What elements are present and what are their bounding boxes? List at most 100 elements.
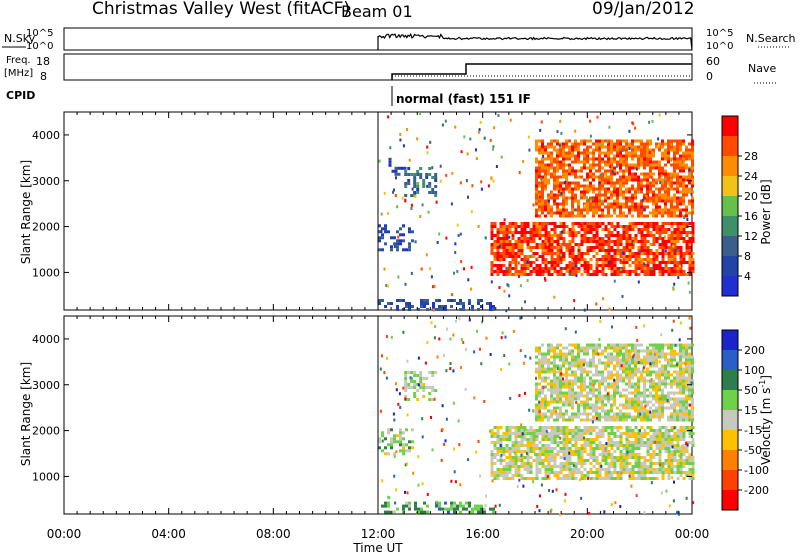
data-cell (613, 225, 617, 228)
data-cell (601, 373, 604, 377)
data-cell (378, 437, 381, 441)
data-cell (652, 477, 656, 480)
data-cell (691, 228, 695, 231)
data-cell (634, 391, 637, 395)
data-cell (555, 410, 557, 414)
data-cell (625, 243, 629, 246)
data-cell (577, 199, 580, 203)
data-cell (538, 166, 541, 170)
data-cell (649, 471, 653, 474)
data-cell (407, 167, 410, 171)
data-cell (676, 447, 680, 450)
data-cell (538, 459, 542, 462)
data-cell (682, 403, 685, 407)
data-cell (601, 426, 605, 429)
data-cell (631, 397, 634, 401)
nsky-panel: N.Sky 10^5 10^0 10^5 10^0 N.Search (2, 27, 796, 52)
data-cell (490, 270, 494, 273)
data-cell (604, 151, 607, 155)
data-cell (571, 142, 574, 146)
data-cell (450, 504, 453, 508)
data-cell (601, 352, 604, 356)
data-cell (664, 364, 667, 368)
data-cell (616, 343, 619, 347)
data-cell (556, 346, 559, 350)
data-cell (659, 397, 662, 401)
data-cell (507, 284, 510, 288)
data-cell (586, 249, 590, 252)
data-cell (502, 453, 506, 456)
data-cell (643, 196, 646, 200)
data-cell (589, 225, 593, 228)
data-cell (661, 199, 664, 203)
data-cell (583, 225, 587, 228)
data-cell (655, 187, 658, 191)
data-cell (646, 252, 650, 255)
data-cell (658, 148, 661, 152)
data-cell (688, 246, 692, 249)
data-cell (646, 444, 650, 447)
data-cell (607, 394, 610, 398)
data-cell (563, 499, 566, 503)
data-cell (441, 404, 444, 408)
data-cell (604, 388, 607, 392)
data-cell (637, 367, 640, 371)
data-cell (571, 231, 575, 234)
data-cell (631, 447, 635, 450)
data-cell (586, 459, 590, 462)
data-cell (560, 372, 563, 376)
data-cell (413, 380, 417, 383)
data-cell (556, 225, 560, 228)
data-cell (598, 406, 601, 410)
data-cell (583, 436, 585, 440)
data-cell (664, 358, 667, 362)
data-cell (410, 271, 413, 275)
data-cell (619, 181, 622, 185)
data-cell (517, 426, 521, 429)
data-cell (408, 446, 411, 450)
data-cell (679, 255, 683, 258)
data-cell (589, 379, 592, 383)
data-cell (653, 440, 656, 444)
data-cell (496, 426, 500, 429)
data-cell (643, 243, 647, 246)
data-cell (664, 379, 667, 383)
data-cell (535, 462, 539, 465)
data-cell (574, 142, 577, 146)
data-cell (514, 471, 518, 474)
data-cell (580, 175, 583, 179)
data-cell (544, 415, 547, 419)
y-tick-label: 1000 (32, 470, 60, 483)
data-cell (643, 406, 646, 410)
data-cell (598, 465, 602, 468)
data-cell (651, 267, 654, 271)
data-cell (631, 429, 635, 432)
data-cell (679, 346, 682, 350)
data-cell (586, 361, 589, 365)
freq-unit-label: [MHz] (4, 68, 33, 79)
data-cell (508, 243, 512, 246)
data-cell (453, 447, 456, 451)
data-cell (634, 438, 638, 441)
data-cell (676, 261, 680, 264)
data-cell (589, 151, 592, 155)
data-cell (622, 456, 626, 459)
data-cell (674, 343, 677, 347)
data-cell (688, 370, 691, 374)
data-cell (396, 245, 399, 249)
data-cell (526, 279, 529, 283)
data-cell (541, 352, 544, 356)
data-cell (538, 432, 542, 435)
data-cell (646, 412, 649, 416)
data-cell (559, 222, 563, 225)
data-cell (652, 343, 655, 347)
data-cell (679, 474, 683, 477)
data-cell (634, 264, 638, 267)
data-cell (589, 139, 592, 143)
data-cell (544, 157, 547, 161)
data-cell (634, 406, 637, 410)
data-cell (592, 240, 596, 243)
data-cell (658, 403, 661, 407)
data-cell (580, 255, 584, 258)
data-cell (556, 391, 559, 395)
